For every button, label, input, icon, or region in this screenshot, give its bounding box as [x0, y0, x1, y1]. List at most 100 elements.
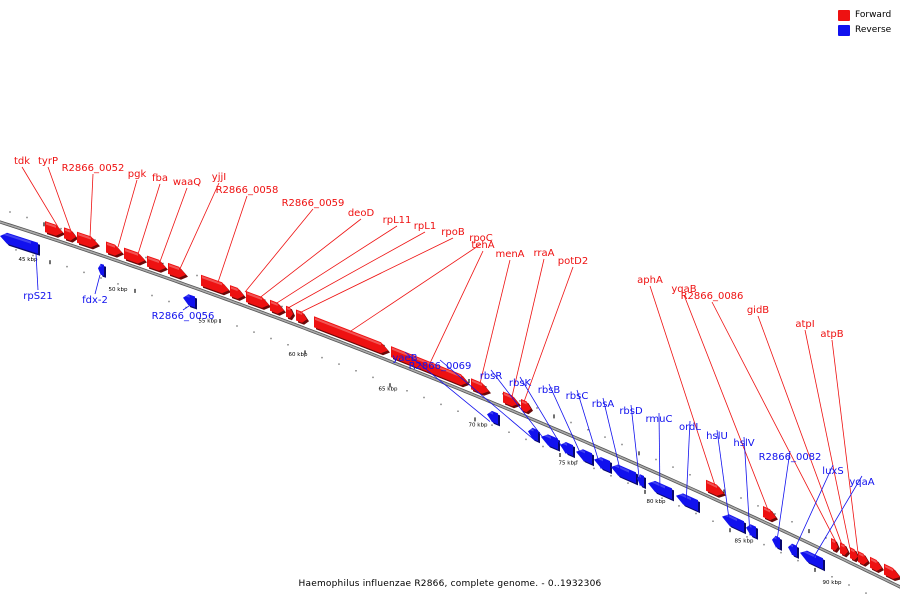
forward-gene-extra-b [870, 556, 882, 571]
gene-label-leader [439, 359, 536, 441]
gene-label: R2866_0086 [681, 291, 744, 302]
gene-label: waaQ [173, 177, 201, 188]
gene-label: rpL1 [414, 221, 436, 232]
forward-gene-extra-c [884, 563, 900, 579]
map-caption: Haemophilus influenzae R2866, complete g… [298, 579, 602, 589]
reverse-gene-hslv [746, 524, 756, 538]
gene-label-leader [523, 266, 574, 402]
tick-label: 75 kbp [559, 460, 578, 466]
backbone-line [0, 221, 900, 588]
forward-gene-tdk-highlight [46, 222, 56, 228]
forward-gene-deod [246, 291, 269, 308]
gene-label: tyrP [38, 156, 58, 167]
gene-label-leader [658, 412, 661, 495]
gene-label: potD2 [558, 256, 588, 267]
gene-label-leader [716, 429, 731, 527]
gene-label: ordL [679, 422, 701, 433]
gene-label: rmuC [646, 414, 673, 425]
forward-gene-rpob-highlight [297, 310, 303, 315]
gene-label-leader [244, 208, 314, 293]
gene-label-leader [685, 420, 691, 507]
gene-label-leader [791, 464, 834, 556]
forward-gene-rraa [503, 391, 519, 407]
reverse-gene-r2866_0056 [183, 294, 195, 308]
gene-label: menA [495, 249, 524, 260]
tick-label: 50 kbp [109, 287, 128, 293]
gene-label-leader [548, 383, 585, 462]
gene-label: aphA [637, 275, 663, 286]
tick-label: 60 kbp [289, 352, 308, 358]
gene-label: R2866_0069 [409, 361, 472, 372]
forward-gene-r2866_0052-highlight [78, 233, 91, 240]
forward-gene-pgk-highlight [107, 242, 115, 248]
forward-gene-potd2 [521, 399, 531, 413]
reverse-gene-rps21 [0, 232, 38, 254]
forward-gene-tyrp-highlight [65, 228, 71, 233]
reverse-gene-r2866_0056-highlight [184, 293, 190, 298]
legend-forward-swatch [838, 10, 850, 21]
forward-gene-apha [706, 479, 724, 496]
forward-gene-rpl1 [286, 305, 293, 319]
forward-gene-potd2-highlight [522, 400, 527, 405]
forward-gene-rpoc [314, 316, 388, 354]
gene-label-leader [649, 285, 716, 486]
reverse-gene-r2866_0082-highlight [773, 535, 777, 540]
forward-gene-r2866_0058-highlight [202, 276, 222, 286]
gene-label: fdx-2 [82, 295, 108, 306]
gene-label: atpI [795, 319, 814, 330]
gene-label-leader [711, 301, 837, 543]
reverse-gene-rbsc-highlight [595, 455, 603, 462]
tick-label: 90 kbp [823, 580, 842, 586]
reverse-gene-rbsc [594, 457, 610, 472]
gene-label: tehA [471, 240, 494, 251]
reverse-gene-fdx-2 [98, 263, 104, 276]
gene-label: rbsA [592, 399, 615, 410]
gene-label: yqaA [849, 477, 874, 488]
gene-label: gidB [747, 305, 769, 316]
gene-label-leader [275, 225, 398, 304]
forward-gene-deod-highlight [247, 292, 262, 301]
reverse-gene-rbsr [541, 434, 558, 450]
reverse-gene-ordl [676, 493, 698, 512]
reverse-gene-yaeb [487, 410, 498, 425]
gene-label: R2866_0052 [62, 163, 125, 174]
reverse-gene-yaeb-highlight [488, 410, 494, 415]
gene-label: rraA [533, 248, 554, 259]
forward-gene-waaq [147, 255, 166, 271]
forward-gene-r2866_0059 [230, 285, 244, 299]
gene-label-leader [429, 250, 484, 364]
gene-label: rpS21 [23, 291, 53, 302]
gene-label-leader [479, 259, 511, 384]
forward-gene-yqab-highlight [764, 507, 771, 513]
reverse-gene-luxs-highlight [789, 543, 793, 548]
gene-label: rbsB [538, 385, 561, 396]
tick-label: 45 kbp [19, 257, 38, 263]
gene-label: yqaB [671, 284, 696, 295]
reverse-gene-r2866_0069-highlight [529, 427, 534, 432]
gene-label: rbsD [619, 406, 643, 417]
gene-label-leader [404, 351, 491, 422]
gene-label: rbsR [480, 371, 503, 382]
reverse-gene-fdx-2-highlight [99, 264, 102, 268]
gene-label-leader [602, 397, 623, 478]
forward-gene-atpi [840, 542, 848, 556]
forward-gene-r2866_0059-highlight [231, 286, 238, 292]
gene-label-leader [349, 243, 482, 332]
gene-label-leader [35, 253, 39, 291]
gene-label-leader [683, 294, 769, 510]
forward-gene-gidb-highlight [832, 539, 835, 544]
forward-gene-rpl1-highlight [287, 307, 290, 311]
forward-gene-rpob [296, 309, 307, 323]
gene-label-leader [490, 369, 551, 447]
reverse-gene-hslu-highlight [723, 512, 737, 522]
tick-label: 55 kbp [199, 319, 218, 325]
forward-gene-fba [124, 247, 145, 264]
reverse-gene-yqaa-highlight [801, 548, 816, 559]
forward-gene-r2866_0058 [201, 274, 229, 294]
forward-gene-gidb [831, 538, 838, 551]
gene-label-leader [182, 305, 190, 311]
forward-gene-tyrp [64, 227, 76, 241]
gene-label-leader [511, 258, 545, 397]
gene-label-leader [299, 237, 454, 313]
